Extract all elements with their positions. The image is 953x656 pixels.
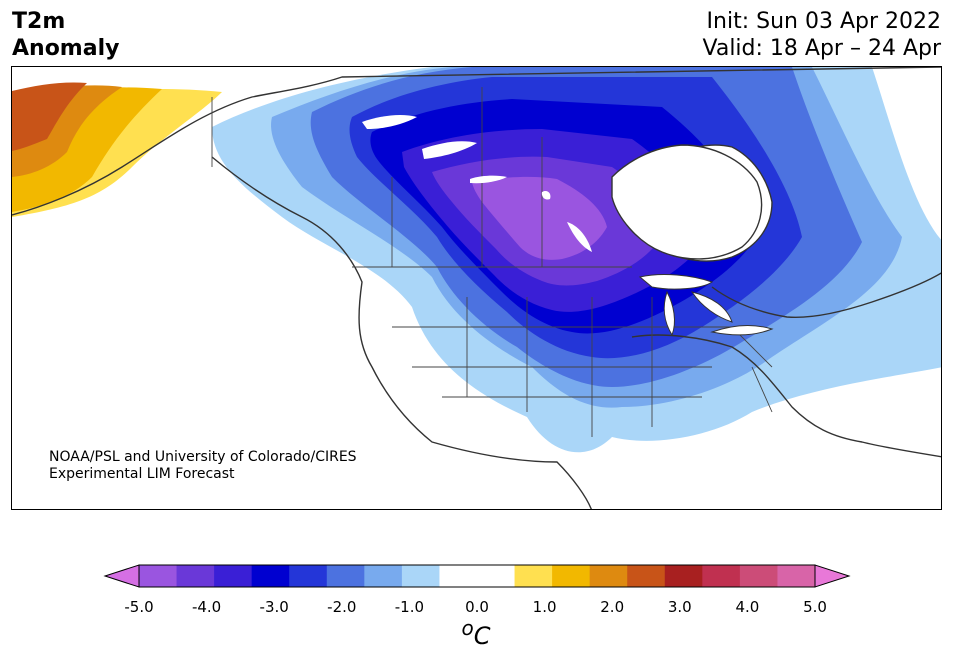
valid-range: Valid: 18 Apr – 24 Apr [702, 36, 942, 61]
colorbar-tick-label: 0.0 [465, 598, 489, 616]
colorbar-unit-letter: C [473, 622, 491, 650]
colorbar-segment [401, 565, 440, 587]
credit-line-1: NOAA/PSL and University of Colorado/CIRE… [49, 449, 357, 465]
colorbar-segment [739, 565, 778, 587]
colorbar-tick-label: 5.0 [803, 598, 827, 616]
colorbar-segment [364, 565, 403, 587]
anomaly-map [11, 66, 942, 510]
colorbar-segment [289, 565, 328, 587]
hudson-bay [611, 144, 763, 260]
colorbar-svg [103, 564, 851, 588]
colorbar-segment [477, 565, 516, 587]
warm-anomaly-red [12, 82, 87, 151]
colorbar-border [138, 564, 816, 588]
map-title: T2m Anomaly [12, 8, 119, 62]
colorbar-segment [589, 565, 628, 587]
colorbar-tick-label: -1.0 [394, 598, 425, 616]
forecast-dates: Init: Sun 03 Apr 2022 Valid: 18 Apr – 24… [703, 8, 942, 62]
colorbar-segment [552, 565, 591, 587]
colorbar-extend-low [103, 564, 140, 588]
colorbar-segment [176, 565, 215, 587]
colorbar-tick-label: -4.0 [191, 598, 222, 616]
colorbar-segment [777, 565, 816, 587]
colorbar-tick-label: -3.0 [259, 598, 289, 616]
init-date: Init: Sun 03 Apr 2022 [706, 9, 941, 34]
colorbar-segment [514, 565, 553, 587]
title-line-anomaly: Anomaly [12, 36, 120, 61]
canadian-lakes [362, 114, 592, 252]
colorbar-segment [439, 565, 478, 587]
colorbar-tick-label: 4.0 [735, 598, 760, 616]
colorbar-segment [664, 565, 703, 587]
credit-text: NOAA/PSL and University of Colorado/CIRE… [49, 449, 357, 483]
colorbar-tick-label: -2.0 [327, 598, 357, 616]
colorbar-tick-label: -5.0 [124, 598, 154, 616]
map-canvas [12, 67, 941, 509]
colorbar-segment [627, 565, 666, 587]
colorbar-segment [326, 565, 365, 587]
credit-line-2: Experimental LIM Forecast [49, 466, 235, 482]
colorbar-segment [702, 565, 741, 587]
colorbar-tick-label: 1.0 [532, 598, 557, 616]
title-line-variable: T2m [12, 9, 66, 34]
colorbar-tick-label: 2.0 [600, 598, 625, 616]
colorbar-tick-label: 3.0 [667, 598, 692, 616]
colorbar-segment [251, 565, 290, 587]
cold-anomaly-purple [472, 176, 607, 260]
political-boundaries [211, 87, 773, 437]
colorbar-segment [214, 565, 253, 587]
colorbar-extend-high [814, 564, 851, 588]
colorbar-segment [139, 565, 178, 587]
colorbar-unit: oC [461, 616, 490, 650]
colorbar-unit-degree: o [461, 616, 474, 640]
great-lakes [638, 274, 774, 337]
colorbar [0, 560, 953, 656]
